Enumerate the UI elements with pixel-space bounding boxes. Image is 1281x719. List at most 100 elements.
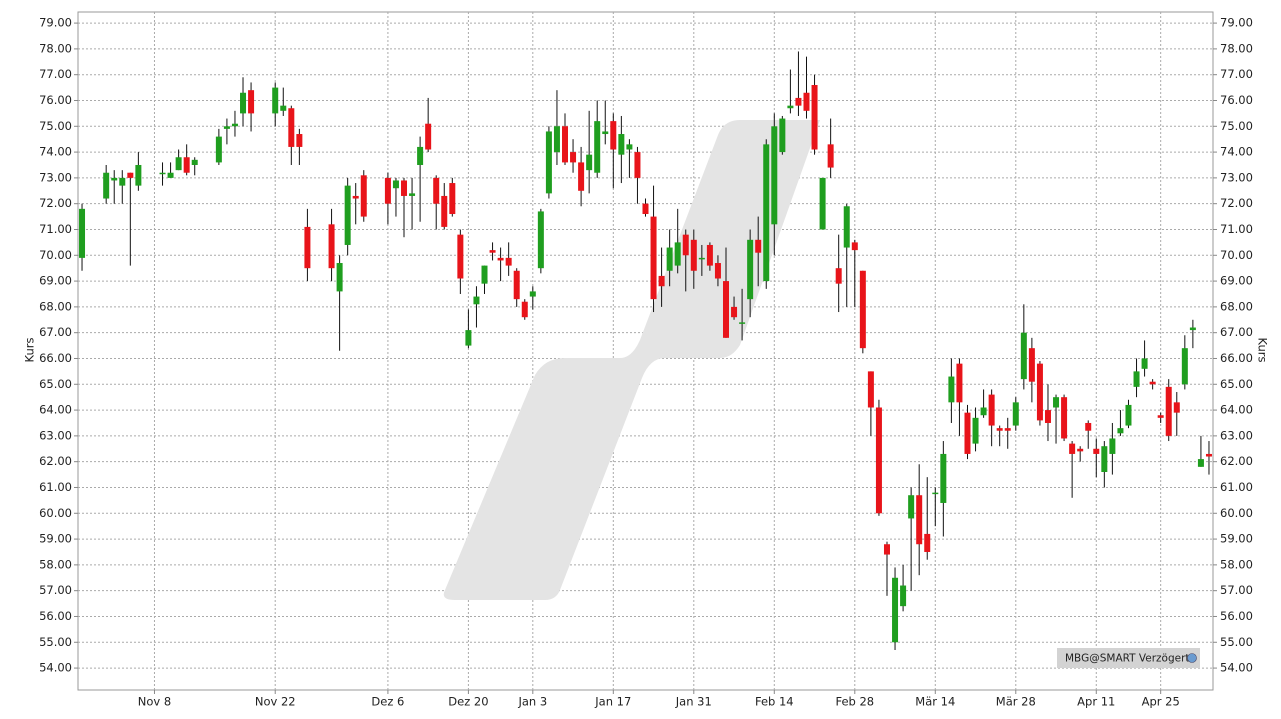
y-tick-label: 68.00 bbox=[39, 299, 72, 313]
candle-body bbox=[916, 495, 923, 545]
candle-body bbox=[900, 585, 907, 607]
candle-body bbox=[682, 234, 689, 256]
candle-body bbox=[1189, 327, 1196, 331]
candle-body bbox=[553, 126, 560, 153]
grid bbox=[74, 12, 1217, 694]
x-tick-label: Nov 22 bbox=[255, 695, 296, 709]
candle-body bbox=[473, 296, 480, 305]
candle-body bbox=[352, 195, 359, 199]
source-badge bbox=[1057, 648, 1200, 668]
y2-tick-label: 62.00 bbox=[1220, 454, 1253, 468]
candle-body bbox=[328, 224, 335, 269]
y-tick-label: 61.00 bbox=[39, 480, 72, 494]
candle-body bbox=[940, 453, 947, 503]
candle-body bbox=[747, 239, 754, 300]
candle-body bbox=[280, 105, 287, 111]
candle-body bbox=[392, 180, 399, 189]
x-tick-label: Feb 14 bbox=[755, 695, 794, 709]
candle-body bbox=[384, 177, 391, 204]
candle-body bbox=[642, 203, 649, 215]
candle-body bbox=[795, 97, 802, 106]
candle-body bbox=[296, 134, 303, 147]
candle-body bbox=[215, 136, 222, 163]
candle-body bbox=[183, 157, 190, 173]
candle-body bbox=[787, 105, 794, 109]
candle-body bbox=[417, 146, 424, 165]
candle-body bbox=[755, 239, 762, 253]
candle-body bbox=[1125, 404, 1132, 426]
candle-body bbox=[578, 162, 585, 191]
y-tick-label: 71.00 bbox=[39, 222, 72, 236]
candle-body bbox=[1173, 402, 1180, 413]
candle-body bbox=[706, 244, 713, 266]
candle-body bbox=[1069, 443, 1076, 454]
y2-tick-label: 70.00 bbox=[1220, 248, 1253, 262]
candle-body bbox=[964, 412, 971, 454]
y2-tick-label: 57.00 bbox=[1220, 583, 1253, 597]
candle-body bbox=[465, 330, 472, 346]
globe-icon bbox=[1187, 653, 1197, 663]
candle-body bbox=[457, 234, 464, 279]
y-tick-label: 74.00 bbox=[39, 145, 72, 159]
y2-tick-label: 69.00 bbox=[1220, 274, 1253, 288]
y2-tick-label: 58.00 bbox=[1220, 557, 1253, 571]
y-tick-label: 63.00 bbox=[39, 428, 72, 442]
y2-tick-label: 63.00 bbox=[1220, 428, 1253, 442]
candle-body bbox=[690, 239, 697, 271]
y-tick-label: 75.00 bbox=[39, 119, 72, 133]
y2-tick-label: 61.00 bbox=[1220, 480, 1253, 494]
candle-body bbox=[1197, 459, 1204, 467]
y-tick-label: 77.00 bbox=[39, 67, 72, 81]
candle-body bbox=[819, 177, 826, 230]
x-tick-label: Mär 14 bbox=[915, 695, 955, 709]
candle-body bbox=[827, 144, 834, 168]
candle-body bbox=[1157, 415, 1164, 418]
candle-body bbox=[908, 495, 915, 519]
candle-body bbox=[1205, 453, 1212, 457]
candle-body bbox=[674, 242, 681, 266]
y-tick-label: 58.00 bbox=[39, 557, 72, 571]
y-tick-label: 54.00 bbox=[39, 661, 72, 675]
candle-body bbox=[811, 85, 818, 150]
candle-body bbox=[867, 371, 874, 408]
candle-body bbox=[449, 183, 456, 215]
x-tick-label: Dez 6 bbox=[371, 695, 404, 709]
candle-body bbox=[932, 492, 939, 495]
candle-body bbox=[594, 121, 601, 173]
x-tick-label: Jan 31 bbox=[675, 695, 712, 709]
candle-body bbox=[835, 268, 842, 284]
y2-tick-label: 64.00 bbox=[1220, 403, 1253, 417]
candle-body bbox=[336, 263, 343, 292]
candle-body bbox=[924, 533, 931, 552]
y-tick-label: 79.00 bbox=[39, 16, 72, 30]
candle-body bbox=[1085, 422, 1092, 431]
y2-tick-label: 75.00 bbox=[1220, 119, 1253, 133]
candle-body bbox=[666, 247, 673, 271]
candle-body bbox=[996, 428, 1003, 431]
candle-body bbox=[626, 144, 633, 150]
y2-tick-label: 79.00 bbox=[1220, 16, 1253, 30]
candle-body bbox=[980, 407, 987, 416]
y-tick-label: 59.00 bbox=[39, 532, 72, 546]
candle-body bbox=[111, 177, 118, 181]
candle-body bbox=[505, 257, 512, 266]
candle-body bbox=[610, 121, 617, 150]
candle-body bbox=[714, 263, 721, 279]
candle-body bbox=[497, 257, 504, 261]
y-tick-label: 64.00 bbox=[39, 403, 72, 417]
x-tick-label: Feb 28 bbox=[835, 695, 874, 709]
candle-body bbox=[175, 157, 182, 171]
y-tick-label: 72.00 bbox=[39, 196, 72, 210]
y-tick-label: 76.00 bbox=[39, 93, 72, 107]
candle-body bbox=[159, 172, 166, 175]
y-tick-label: 60.00 bbox=[39, 506, 72, 520]
candle-body bbox=[1020, 332, 1027, 380]
candle-body bbox=[602, 131, 609, 135]
candle-body bbox=[545, 131, 552, 194]
candle-body bbox=[360, 175, 367, 217]
candle-body bbox=[1149, 381, 1156, 385]
candle-body bbox=[562, 126, 569, 163]
y2-tick-label: 66.00 bbox=[1220, 351, 1253, 365]
candle-body bbox=[859, 270, 866, 349]
y2-tick-label: 56.00 bbox=[1220, 609, 1253, 623]
